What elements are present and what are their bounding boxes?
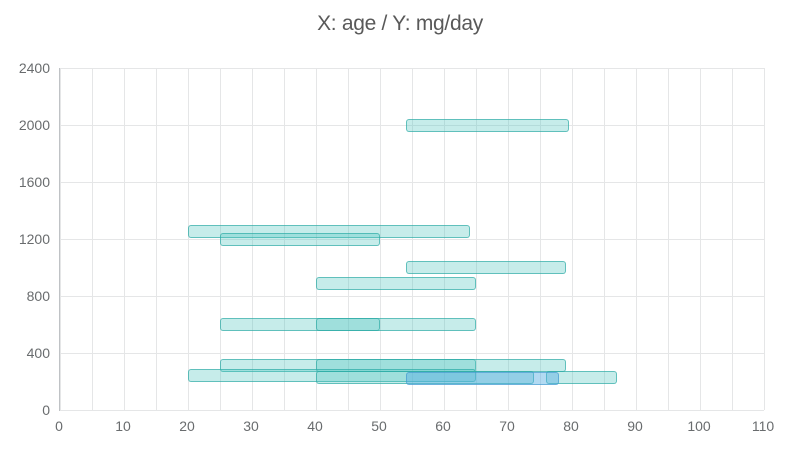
age-range-bar xyxy=(405,118,569,132)
x-tick-label: 40 xyxy=(307,418,323,434)
y-gridline xyxy=(60,296,764,297)
y-tick-label: 2400 xyxy=(18,60,50,76)
y-gridline xyxy=(60,239,764,240)
x-tick-label: 90 xyxy=(627,418,643,434)
age-range-bar xyxy=(316,318,380,331)
y-tick-label: 2000 xyxy=(18,117,50,133)
y-gridline xyxy=(60,353,764,354)
age-range-bar xyxy=(405,261,566,274)
x-tick-label: 80 xyxy=(563,418,579,434)
x-tick-label: 110 xyxy=(751,418,775,434)
x-tick-label: 10 xyxy=(115,418,131,434)
y-tick-label: 400 xyxy=(26,345,50,361)
age-range-bar xyxy=(220,232,380,246)
age-range-bar xyxy=(316,276,476,290)
age-range-bar xyxy=(405,372,560,386)
age-range-bar xyxy=(188,225,470,239)
age-range-bar xyxy=(188,369,476,383)
y-tick-label: 1600 xyxy=(18,174,50,190)
x-tick-label: 0 xyxy=(55,418,63,434)
x-tick-label: 100 xyxy=(687,418,711,434)
y-tick-label: 0 xyxy=(42,402,50,418)
age-range-bar xyxy=(316,370,534,384)
x-tick-label: 30 xyxy=(243,418,259,434)
y-gridline xyxy=(60,125,764,126)
x-tick-label: 60 xyxy=(435,418,451,434)
x-tick-label: 50 xyxy=(371,418,387,434)
y-gridline xyxy=(60,410,764,411)
y-gridline xyxy=(60,68,764,69)
age-range-bar xyxy=(546,371,617,385)
x-tick-label: 70 xyxy=(499,418,515,434)
x-tick-label: 20 xyxy=(179,418,195,434)
y-tick-label: 1200 xyxy=(18,231,50,247)
y-tick-label: 800 xyxy=(26,288,50,304)
y-gridline xyxy=(60,182,764,183)
chart-title: X: age / Y: mg/day xyxy=(317,12,483,35)
age-range-bar xyxy=(316,359,566,373)
plot-area xyxy=(59,68,765,411)
x-gridline xyxy=(764,68,765,410)
